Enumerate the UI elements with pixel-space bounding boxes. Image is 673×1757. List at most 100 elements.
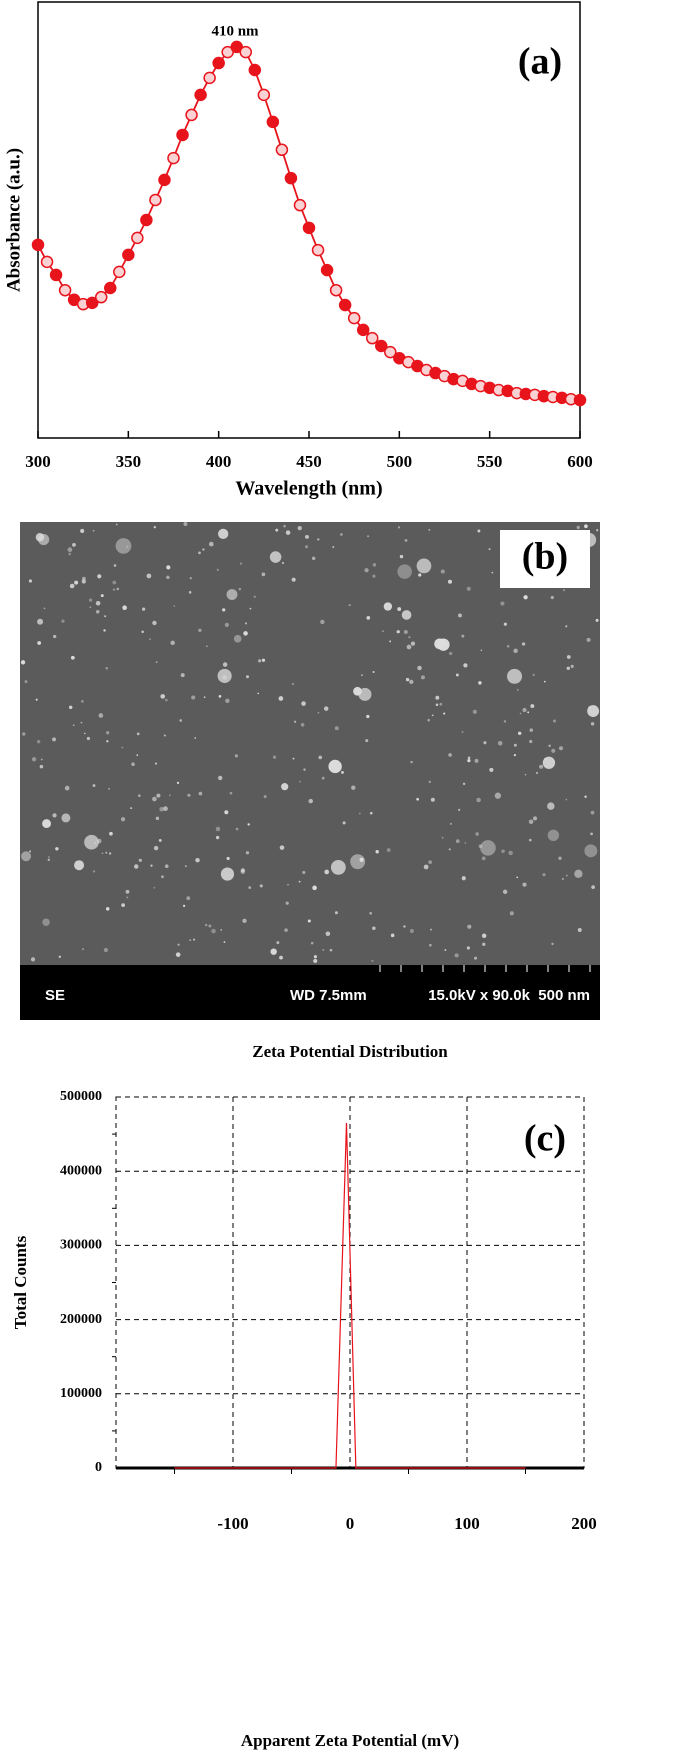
sem-particle	[246, 851, 249, 854]
sem-particle	[402, 610, 412, 620]
sem-particle	[142, 608, 145, 611]
data-point	[358, 324, 369, 335]
sem-particle	[305, 545, 308, 548]
sem-particle	[104, 948, 108, 952]
sem-particle	[166, 576, 169, 579]
sem-particle	[442, 837, 444, 839]
sem-particle	[467, 946, 470, 949]
sem-particle	[262, 659, 265, 662]
sem-particle	[52, 813, 56, 817]
data-point	[340, 300, 351, 311]
sem-particle	[574, 870, 582, 878]
sem-particle	[322, 949, 324, 951]
sem-particle	[504, 720, 506, 722]
sem-particle	[314, 955, 317, 958]
x-tick-label: 450	[296, 452, 322, 471]
sem-particle	[169, 794, 171, 796]
sem-particle	[330, 949, 333, 952]
sem-particle	[198, 552, 201, 555]
sem-particle	[507, 645, 510, 648]
sem-particle	[185, 865, 187, 867]
data-point	[313, 245, 324, 256]
sem-particle	[508, 851, 513, 856]
data-point	[60, 285, 71, 296]
sem-particle	[495, 793, 501, 799]
sem-particle	[429, 944, 432, 947]
sem-particle	[102, 852, 104, 854]
sem-particle	[82, 577, 86, 581]
sem-particle	[349, 604, 351, 606]
data-point	[51, 269, 62, 280]
sem-particle	[551, 749, 555, 753]
sem-particle	[372, 927, 376, 931]
sem-particle	[29, 579, 32, 582]
sem-particle	[280, 845, 285, 850]
x-axis-label: Wavelength (nm)	[235, 478, 382, 500]
sem-particle	[194, 737, 196, 739]
sem-particle	[489, 768, 493, 772]
sem-particle	[38, 534, 49, 545]
sem-particle	[236, 828, 239, 831]
sem-particle	[173, 605, 175, 607]
panel-label: (b)	[522, 536, 568, 578]
sem-particle	[596, 619, 599, 622]
sem-particle	[29, 850, 31, 852]
sem-particle	[463, 663, 467, 667]
sem-particle	[391, 934, 395, 938]
data-point	[195, 89, 206, 100]
sem-particle	[371, 960, 373, 962]
sem-particle	[547, 802, 554, 809]
y-axis-label: Total Counts	[11, 1235, 30, 1329]
sem-particle	[159, 839, 162, 842]
sem-particle	[458, 809, 460, 811]
sem-particle	[409, 680, 413, 684]
sem-particle	[562, 878, 564, 880]
sem-particle	[109, 832, 113, 836]
sem-particle	[473, 710, 477, 714]
sem-particle	[227, 589, 238, 600]
sem-particle	[317, 538, 319, 540]
sem-particle	[206, 645, 208, 647]
sem-particle	[467, 759, 470, 762]
sem-particle	[53, 635, 56, 638]
data-point	[304, 222, 315, 233]
sem-particle	[522, 642, 525, 645]
sem-particle	[303, 768, 305, 770]
sem-particle	[514, 744, 517, 747]
sem-particle	[587, 638, 591, 642]
sem-particle	[42, 918, 50, 926]
sem-particle	[235, 754, 238, 757]
sem-particle	[431, 798, 435, 802]
sem-particle	[37, 641, 41, 645]
sem-particle	[449, 652, 452, 655]
sem-particle	[542, 873, 545, 876]
sem-particle	[578, 928, 582, 932]
sem-particle	[37, 740, 40, 743]
sem-particle	[25, 680, 28, 683]
sem-particle	[243, 631, 248, 636]
sem-particle	[398, 526, 400, 528]
sem-particle	[286, 902, 289, 905]
sem-particle	[248, 886, 251, 889]
sem-particle	[503, 890, 507, 894]
sem-particle	[32, 757, 36, 761]
sem-particle	[279, 956, 283, 960]
sem-particle	[202, 548, 204, 550]
sem-particle	[548, 830, 559, 841]
sem-particle	[328, 760, 341, 773]
sem-particle	[131, 762, 135, 766]
sem-particle	[240, 562, 242, 564]
sem-particle	[565, 625, 567, 627]
sem-particle	[475, 832, 478, 835]
sem-particle	[106, 740, 108, 742]
sem-particle	[164, 735, 166, 737]
sem-particle	[112, 581, 116, 585]
sem-particle	[65, 786, 70, 791]
sem-particle	[181, 673, 185, 677]
sem-particle	[476, 798, 480, 802]
sem-particle	[302, 871, 305, 874]
sem-particle	[93, 530, 95, 532]
sem-particle	[405, 539, 408, 542]
sem-particle	[121, 747, 123, 749]
sem-particle	[258, 659, 261, 662]
